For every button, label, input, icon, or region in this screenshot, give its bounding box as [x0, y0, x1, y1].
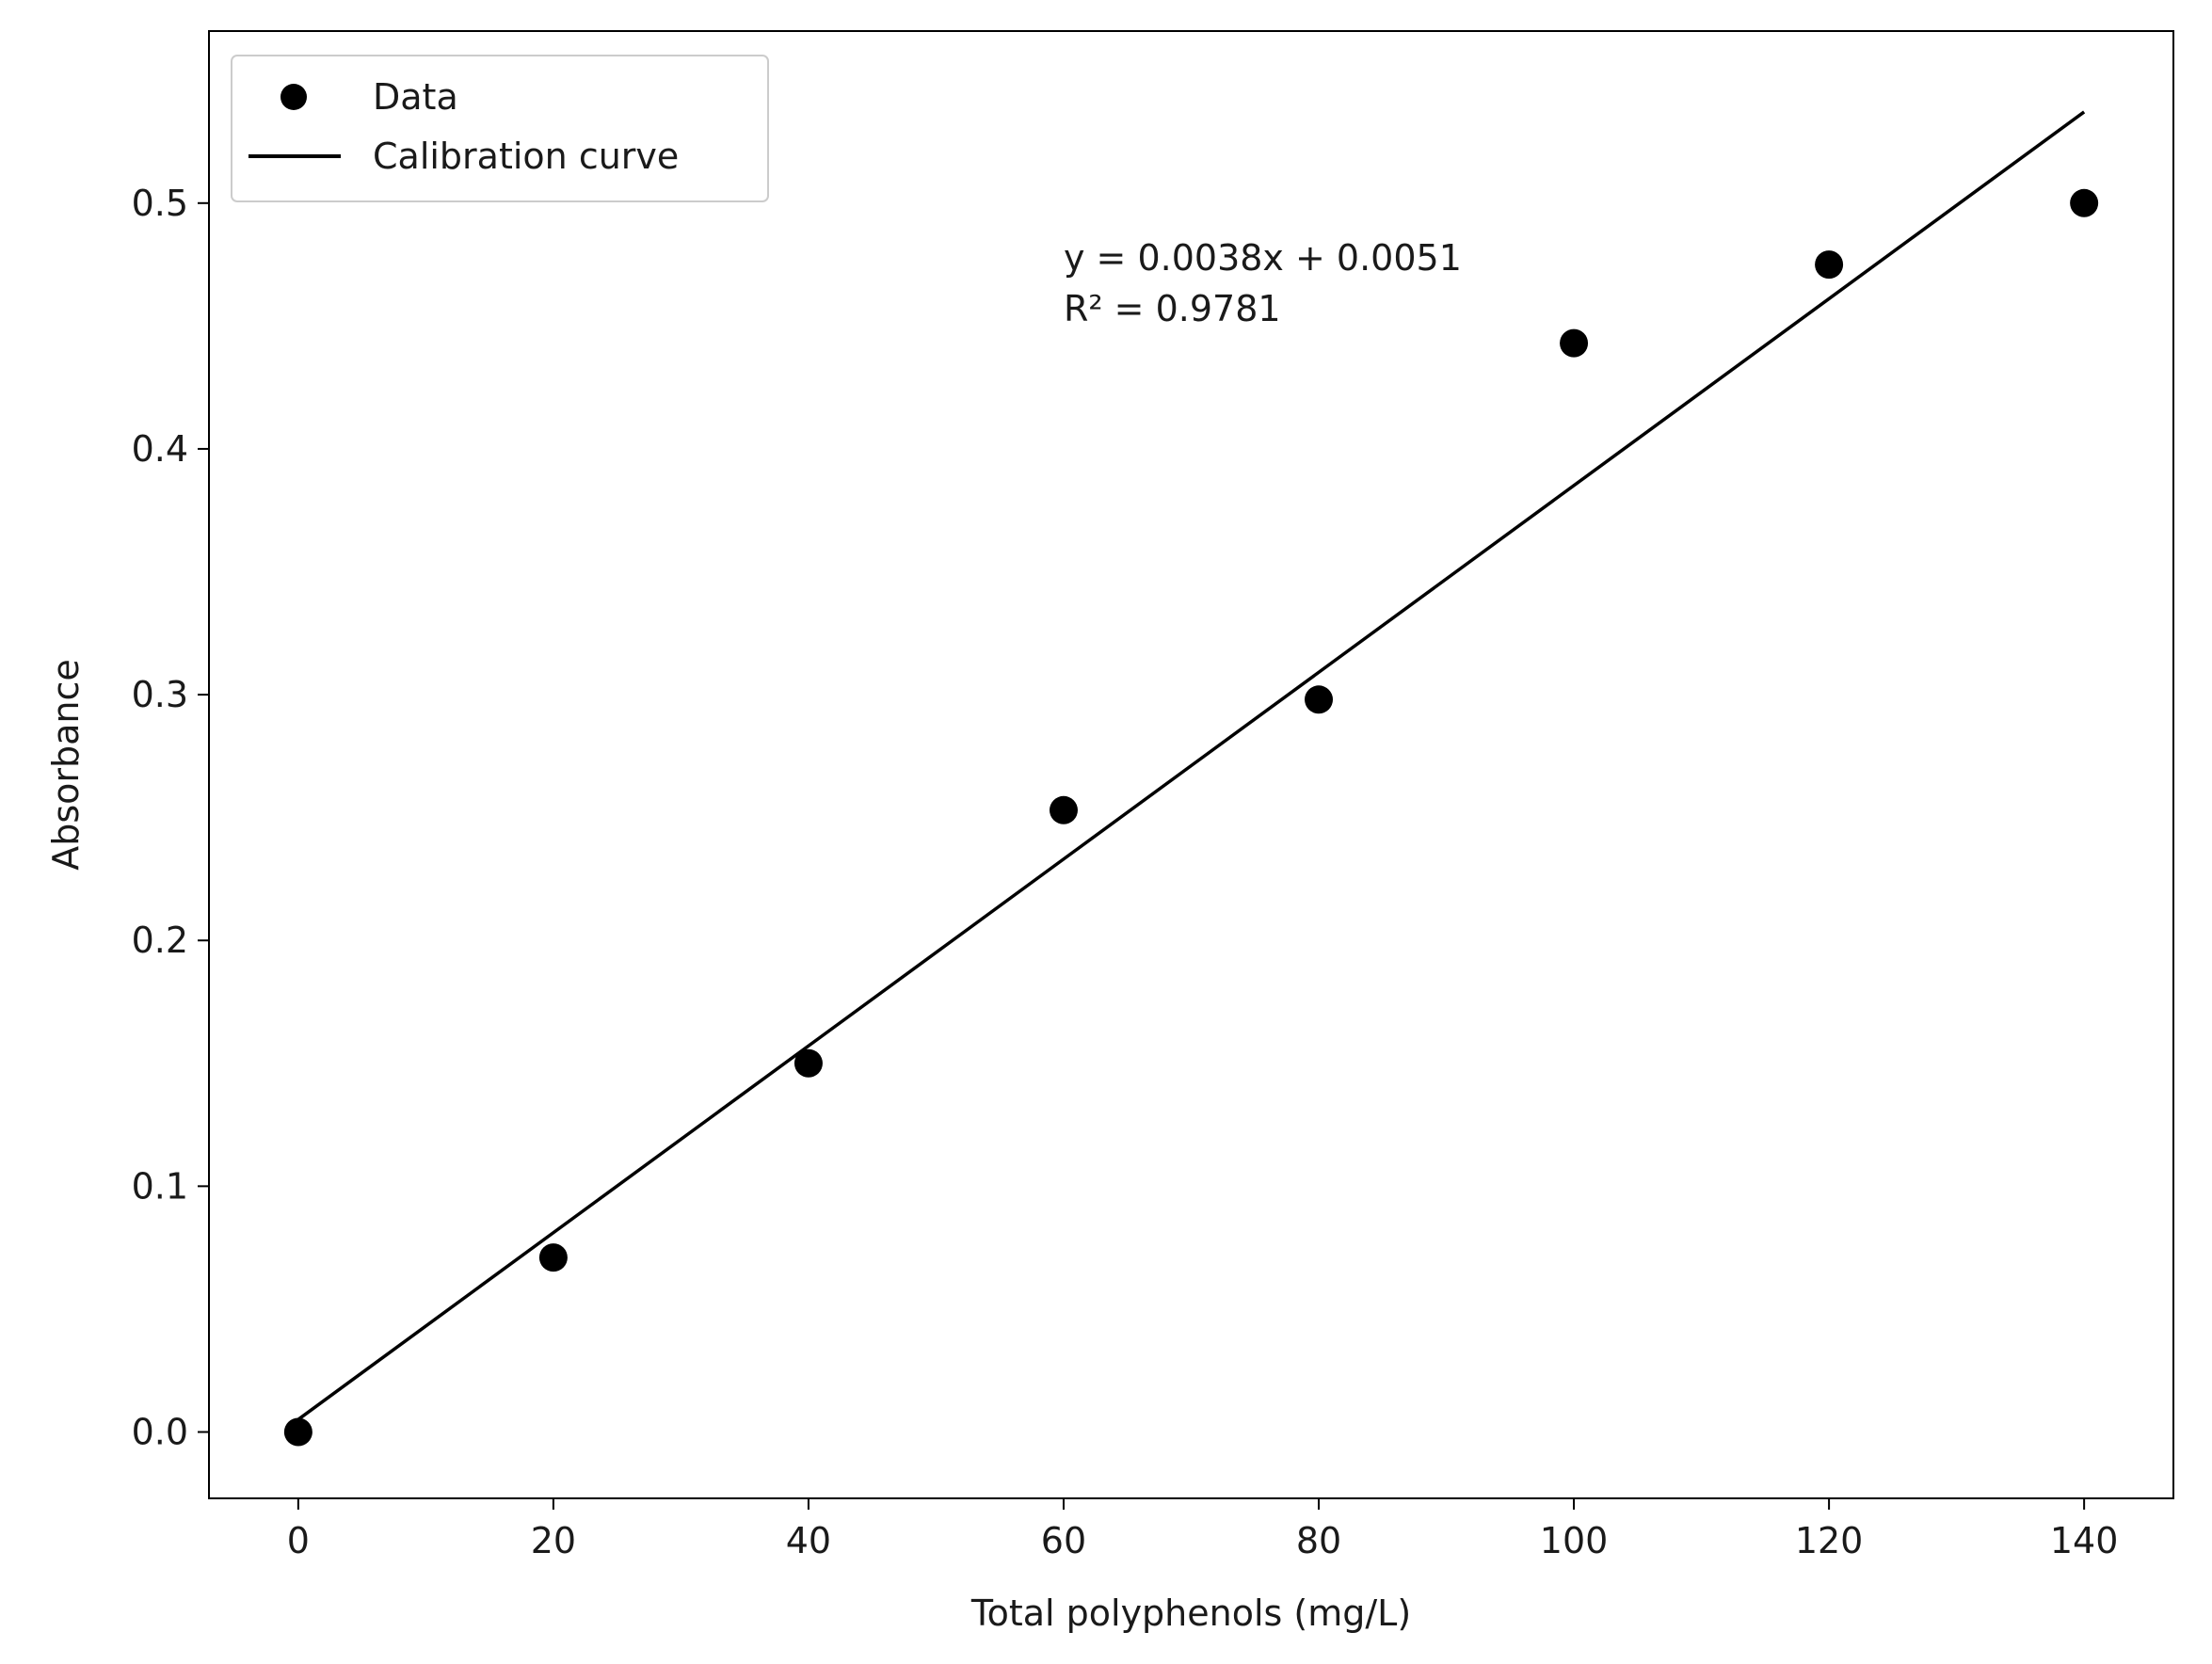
y-tick-label: 0.2 — [132, 920, 188, 961]
x-tick-label: 40 — [786, 1520, 831, 1561]
data-point — [2070, 188, 2099, 217]
y-tick-label: 0.1 — [132, 1165, 188, 1207]
y-tick-label: 0.5 — [132, 183, 188, 224]
plot-area-frame — [208, 30, 2174, 1499]
y-tick-label: 0.0 — [132, 1411, 188, 1452]
data-point — [283, 1417, 313, 1447]
regression-annotation: y = 0.0038x + 0.0051 R² = 0.9781 — [1064, 237, 1462, 329]
data-point — [1560, 328, 1589, 358]
legend-box — [231, 55, 769, 202]
y-axis: 0.0 0.1 0.2 0.3 0.4 0.5 — [132, 183, 209, 1452]
legend-calibration-label: Calibration curve — [373, 136, 679, 177]
data-point — [1049, 795, 1078, 824]
data-point — [538, 1243, 568, 1272]
x-tick-label: 0 — [287, 1520, 310, 1561]
x-axis: 0 20 40 60 80 100 120 140 — [287, 1498, 2119, 1561]
data-point — [1305, 685, 1334, 714]
r-squared-annotation: R² = 0.9781 — [1064, 288, 1281, 329]
x-tick-label: 60 — [1041, 1520, 1086, 1561]
legend-data-marker — [281, 84, 307, 110]
equation-annotation: y = 0.0038x + 0.0051 — [1064, 237, 1462, 279]
y-tick-label: 0.3 — [132, 674, 188, 715]
data-point — [793, 1048, 823, 1078]
y-axis-label: Absorbance — [45, 659, 87, 871]
y-tick-label: 0.4 — [132, 428, 188, 470]
legend-data-label: Data — [373, 76, 458, 118]
x-tick-label: 140 — [2050, 1520, 2119, 1561]
x-tick-label: 100 — [1540, 1520, 1609, 1561]
x-tick-label: 80 — [1296, 1520, 1341, 1561]
plot-marks — [283, 110, 2099, 1447]
calibration-curve-line — [297, 110, 2086, 1421]
x-axis-label: Total polyphenols (mg/L) — [970, 1592, 1411, 1634]
data-point — [1815, 250, 1844, 280]
x-tick-label: 20 — [531, 1520, 576, 1561]
legend: Data Calibration curve — [231, 55, 769, 202]
x-tick-label: 120 — [1795, 1520, 1864, 1561]
